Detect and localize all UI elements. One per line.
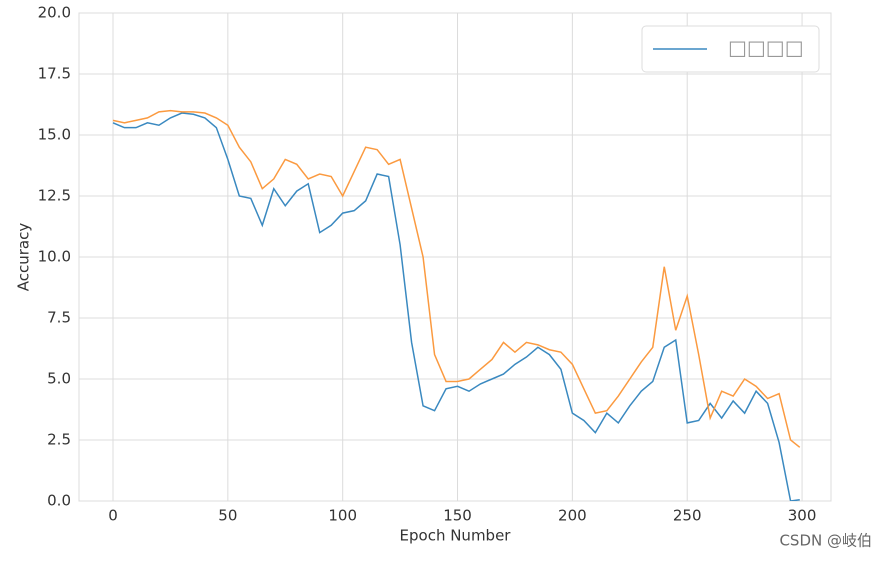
- y-tick-label: 2.5: [47, 431, 71, 449]
- y-axis-label: Accuracy: [15, 223, 33, 292]
- legend-box: [641, 25, 820, 73]
- y-tick-label: 0.0: [47, 492, 71, 510]
- y-tick-label: 12.5: [38, 187, 71, 205]
- x-tick-label: 250: [673, 507, 702, 525]
- y-tick-label: 15.0: [38, 126, 71, 144]
- legend-label: □□□□: [728, 36, 804, 60]
- y-tick-label: 7.5: [47, 309, 71, 327]
- y-tick-label: 17.5: [38, 65, 71, 83]
- y-tick-label: 5.0: [47, 370, 71, 388]
- watermark: CSDN @岐伯: [779, 532, 872, 550]
- x-tick-label: 150: [443, 507, 472, 525]
- line-series: [112, 112, 800, 501]
- y-tick-label: 10.0: [38, 248, 71, 266]
- x-tick-label: 200: [558, 507, 587, 525]
- x-tick-label: 100: [328, 507, 357, 525]
- x-axis-label: Epoch Number: [400, 527, 512, 545]
- x-tick-label: 0: [108, 507, 118, 525]
- line-series: [112, 109, 801, 448]
- x-tick-label: 50: [218, 507, 237, 525]
- x-tick-label: 300: [788, 507, 817, 525]
- y-tick-label: 20.0: [38, 4, 71, 22]
